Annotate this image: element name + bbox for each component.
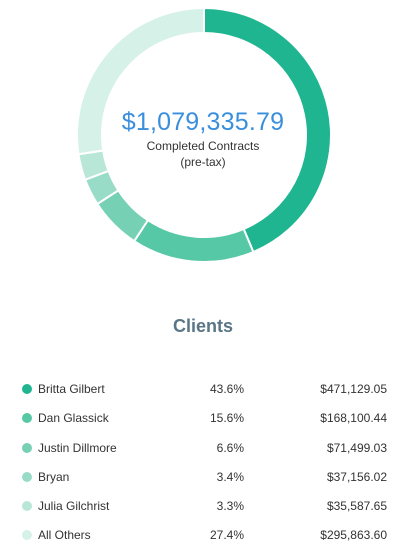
client-amount: $35,587.65 — [326, 499, 387, 513]
client-name: Dan Glassick — [38, 411, 109, 425]
donut-slice[interactable] — [132, 218, 255, 263]
legend-dot — [22, 384, 32, 394]
client-row[interactable]: Britta Gilbert 43.6% $471,129.05 — [0, 380, 406, 400]
client-percent: 6.6% — [216, 441, 244, 455]
client-row[interactable]: Julia Gilchrist 3.3% $35,587.65 — [0, 497, 406, 517]
legend-dot — [22, 501, 32, 511]
donut-slice[interactable] — [76, 6, 205, 156]
client-percent: 3.4% — [216, 470, 244, 484]
clients-heading: Clients — [172, 316, 233, 336]
legend-dot — [22, 413, 32, 423]
client-amount: $37,156.02 — [326, 470, 387, 484]
donut-center: $1,079,335.79 Completed Contracts (pre-t… — [103, 108, 303, 169]
client-name: Bryan — [38, 470, 70, 484]
total-amount: $1,079,335.79 — [121, 108, 285, 136]
total-sublabel: (pre-tax) — [180, 155, 226, 169]
client-percent: 3.3% — [216, 499, 244, 513]
legend-dot — [22, 443, 32, 453]
donut-svg — [76, 6, 332, 263]
client-amount: $295,863.60 — [320, 528, 387, 542]
client-name: Justin Dillmore — [38, 441, 117, 455]
client-row[interactable]: Justin Dillmore 6.6% $71,499.03 — [0, 439, 406, 459]
client-name: Britta Gilbert — [38, 382, 105, 396]
client-row[interactable]: All Others 27.4% $295,863.60 — [0, 526, 406, 546]
client-row[interactable]: Bryan 3.4% $37,156.02 — [0, 468, 406, 488]
client-amount: $471,129.05 — [320, 382, 387, 396]
total-label: Completed Contracts — [146, 139, 260, 153]
client-percent: 15.6% — [209, 411, 244, 425]
client-row[interactable]: Dan Glassick 15.6% $168,100.44 — [0, 409, 406, 429]
legend-dot — [22, 530, 32, 540]
client-amount: $71,499.03 — [326, 441, 387, 455]
client-name: All Others — [38, 528, 91, 542]
client-name: Julia Gilchrist — [38, 499, 110, 513]
legend-dot — [22, 472, 32, 482]
client-amount: $168,100.44 — [320, 411, 387, 425]
contracts-donut-chart: $1,079,335.79 Completed Contracts (pre-t… — [0, 0, 406, 270]
client-percent: 43.6% — [209, 382, 244, 396]
client-percent: 27.4% — [209, 528, 244, 542]
